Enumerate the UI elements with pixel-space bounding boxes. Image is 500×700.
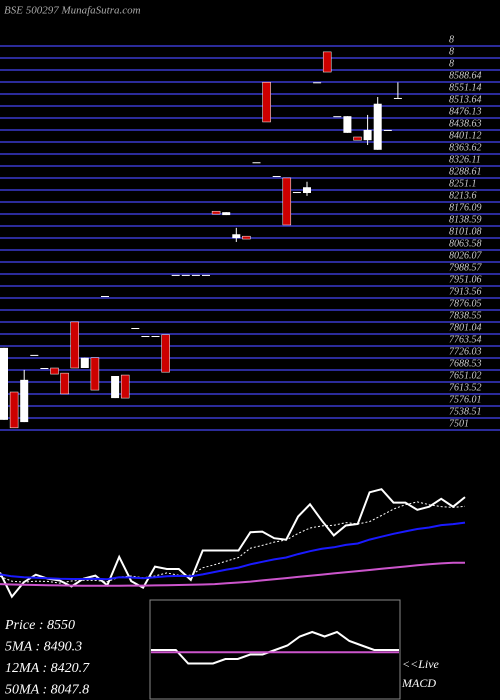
y-tick-label: 8438.63: [449, 118, 482, 129]
candle-body: [131, 328, 140, 330]
candle-body: [120, 374, 130, 399]
candle-body: [262, 82, 271, 123]
macd-title: MACD: [401, 676, 436, 690]
candle-body: [322, 51, 332, 73]
candle-body: [252, 162, 261, 164]
candle-body: [70, 321, 79, 369]
y-tick-label: 7688.53: [449, 358, 482, 369]
candle-body: [80, 357, 89, 369]
y-tick-label: 7763.54: [449, 334, 482, 345]
y-tick-label: 7913.56: [449, 286, 482, 297]
info-line: 50MA : 8047.8: [5, 683, 89, 698]
chart-title: BSE 500297 MunafaSutra.com: [4, 5, 141, 17]
y-tick-label: 7801.04: [449, 322, 482, 333]
y-tick-label: 8138.59: [449, 214, 482, 225]
y-tick-label: 8: [449, 46, 454, 57]
y-tick-label: 7876.05: [449, 298, 482, 309]
y-tick-label: 7538.51: [449, 406, 482, 417]
candle-body: [383, 129, 392, 131]
info-line: 5MA : 8490.3: [5, 640, 82, 655]
candle-body: [191, 274, 200, 276]
line-series: [0, 521, 466, 581]
candle-body: [9, 391, 19, 429]
y-tick-label: 8026.07: [449, 250, 483, 261]
candle-body: [292, 192, 301, 194]
candle-body: [40, 368, 49, 370]
candle-body: [141, 336, 150, 338]
y-tick-label: 8326.11: [449, 154, 481, 165]
candle-body: [303, 187, 311, 193]
candle-body: [171, 274, 180, 276]
candle-body: [60, 372, 69, 395]
y-tick-label: 7988.57: [449, 262, 483, 273]
y-tick-label: 8101.08: [449, 226, 482, 237]
y-tick-label: 7838.55: [449, 310, 482, 321]
y-tick-label: 8213.6: [449, 190, 477, 201]
y-tick-label: 8288.61: [449, 166, 482, 177]
candle-body: [0, 347, 8, 420]
line-series: [151, 630, 399, 665]
candle-body: [50, 367, 59, 375]
candle-body: [313, 82, 322, 84]
line-series: [0, 501, 466, 584]
candle-body: [101, 296, 109, 298]
y-tick-label: 7613.52: [449, 382, 482, 393]
y-tick-label: 8251.1: [449, 178, 477, 189]
candle-body: [181, 274, 190, 276]
candle-body: [111, 376, 120, 399]
y-tick-label: 7726.03: [449, 346, 482, 357]
candle-body: [232, 234, 241, 239]
info-line: 12MA : 8420.7: [5, 661, 90, 676]
candle-body: [211, 210, 221, 215]
y-tick-label: 7651.02: [449, 370, 482, 381]
candle-body: [282, 177, 292, 226]
candle-body: [373, 103, 382, 150]
y-tick-label: 8401.12: [449, 130, 482, 141]
candle-body: [161, 334, 170, 373]
candle-body: [20, 379, 29, 423]
candle-body: [90, 357, 100, 391]
y-tick-label: 7501: [449, 418, 469, 429]
candle-body: [343, 116, 352, 133]
y-tick-label: 8: [449, 34, 454, 45]
candle-body: [393, 97, 402, 99]
y-tick-label: 8363.62: [449, 142, 482, 153]
candle-body: [363, 129, 372, 141]
candle-body: [151, 336, 160, 338]
candle-body: [202, 274, 210, 276]
info-line: Price : 8550: [4, 618, 75, 633]
y-tick-label: 7576.01: [449, 394, 482, 405]
y-tick-label: 7951.06: [449, 274, 482, 285]
y-tick-label: 8588.64: [449, 70, 482, 81]
candle-body: [30, 354, 39, 356]
macd-live: <<Live: [402, 657, 440, 671]
candle-body: [353, 136, 362, 141]
line-series: [0, 488, 466, 599]
candle-body: [333, 116, 342, 118]
y-tick-label: 8: [449, 58, 454, 69]
y-tick-label: 8063.58: [449, 238, 482, 249]
candle-body: [242, 235, 251, 240]
line-series: [0, 561, 465, 587]
candle-body: [222, 212, 231, 216]
y-tick-label: 8513.64: [449, 94, 482, 105]
y-tick-label: 8176.09: [449, 202, 482, 213]
candle-body: [272, 176, 281, 178]
y-tick-label: 8476.13: [449, 106, 482, 117]
y-tick-label: 8551.14: [449, 82, 482, 93]
